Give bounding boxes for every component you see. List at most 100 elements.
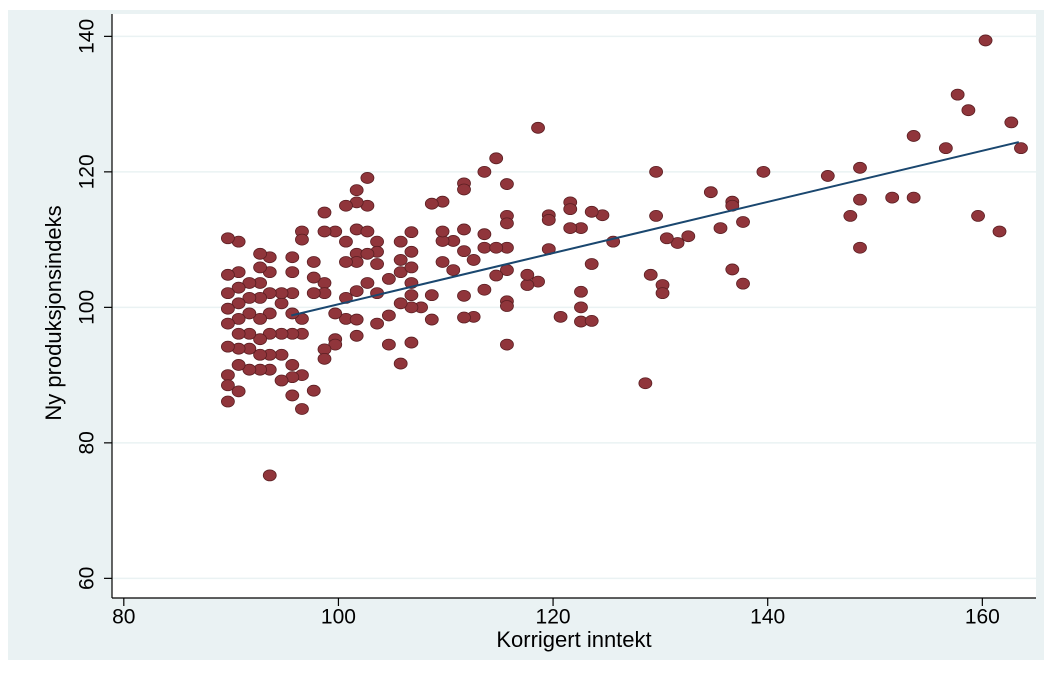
x-tick-label: 160 (965, 606, 1000, 629)
scatter-point (563, 222, 578, 234)
scatter-point (339, 256, 353, 268)
scatter-point (242, 307, 257, 320)
scatter-point (435, 225, 450, 238)
scatter-point (992, 225, 1007, 238)
scatter-point (643, 268, 658, 281)
scatter-point (906, 191, 921, 204)
scatter-point (274, 348, 289, 361)
scatter-point (306, 271, 321, 284)
scatter-point (295, 233, 309, 246)
scatter-point (231, 327, 246, 340)
scatter-point (221, 268, 235, 281)
scatter-point (381, 338, 396, 351)
scatter-point (360, 277, 375, 289)
scatter-point (563, 203, 578, 216)
scatter-point (638, 377, 653, 390)
scatter-point (360, 225, 375, 238)
scatter-point (253, 247, 267, 260)
scatter-point (381, 309, 396, 322)
scatter-point (393, 254, 408, 266)
scatter-point (328, 338, 343, 351)
scatter-point (360, 247, 375, 260)
scatter-point (457, 223, 471, 236)
scatter-point (306, 384, 321, 397)
scatter-point (349, 285, 364, 297)
scatter-point (317, 225, 332, 238)
y-tick-label: 60 (76, 567, 99, 590)
scatter-point (531, 121, 545, 134)
scatter-point (885, 191, 900, 204)
scatter-point (231, 312, 246, 325)
scatter-point (253, 348, 267, 361)
y-tick-label: 140 (76, 19, 99, 54)
x-tick-label: 80 (112, 606, 135, 629)
scatter-point (659, 232, 674, 245)
scatter-point (1014, 142, 1028, 155)
x-tick-label: 100 (321, 606, 356, 629)
scatter-point (906, 130, 921, 142)
scatter-point (274, 327, 289, 340)
scatter-point (681, 230, 696, 243)
scatter-point (370, 258, 384, 270)
scatter-point (404, 336, 419, 349)
scatter-point (424, 289, 439, 302)
scatter-point (950, 88, 965, 101)
plot-area (112, 14, 1036, 598)
scatter-point (231, 281, 246, 294)
scatter-point (393, 357, 408, 370)
scatter-point (285, 266, 300, 279)
scatter-point (404, 226, 419, 239)
scatter-point (500, 338, 514, 351)
scatter-point (655, 287, 670, 300)
scatter-point (360, 172, 375, 184)
scatter-point (574, 301, 588, 314)
scatter-point (306, 287, 321, 300)
scatter-point (274, 297, 289, 310)
scatter-point (262, 307, 277, 320)
scatter-point (349, 313, 364, 326)
y-axis-title: Ny produksjonsindeks (41, 205, 66, 420)
scatter-point (285, 389, 300, 402)
scatter-point (853, 161, 867, 174)
scatter-point (500, 217, 514, 230)
scatter-point (262, 327, 277, 340)
x-axis-title: Korrigert inntekt (496, 627, 651, 652)
scatter-point (221, 317, 235, 330)
scatter-point (317, 352, 332, 365)
scatter-point (404, 261, 419, 274)
scatter-point (820, 170, 835, 182)
scatter-point (306, 256, 321, 268)
scatter-point (221, 232, 235, 245)
marks (221, 34, 1028, 482)
scatter-point (381, 273, 396, 285)
scatter-point (404, 289, 419, 302)
scatter-point (756, 165, 771, 178)
scatter-point (584, 258, 599, 270)
scatter-point (500, 178, 514, 190)
scatter-point (584, 315, 599, 327)
scatter-point (1004, 116, 1019, 129)
scatter-point (349, 184, 364, 197)
scatter-point (253, 333, 267, 346)
scatter-point (489, 241, 504, 254)
scatter-point (853, 241, 867, 254)
scatter-point (961, 104, 976, 117)
axes: 60 80 100 120 140 80 100 120 140 160 (76, 19, 1000, 629)
scatter-point (477, 228, 492, 241)
scatter-point (285, 251, 300, 264)
scatter-point (253, 261, 267, 274)
scatter-point (221, 340, 235, 353)
scatter-point (853, 193, 867, 206)
scatter-point (339, 235, 353, 248)
scatter-point (242, 291, 257, 304)
scatter-point (446, 264, 461, 276)
scatter-point (221, 369, 235, 382)
grid (112, 35, 1036, 580)
scatter-point (274, 374, 289, 387)
scatter-point (242, 277, 257, 289)
scatter-point (489, 269, 504, 282)
scatter-point (466, 254, 481, 266)
scatter-point (435, 256, 450, 268)
scatter-point (231, 385, 246, 398)
scatter-point (221, 395, 235, 408)
